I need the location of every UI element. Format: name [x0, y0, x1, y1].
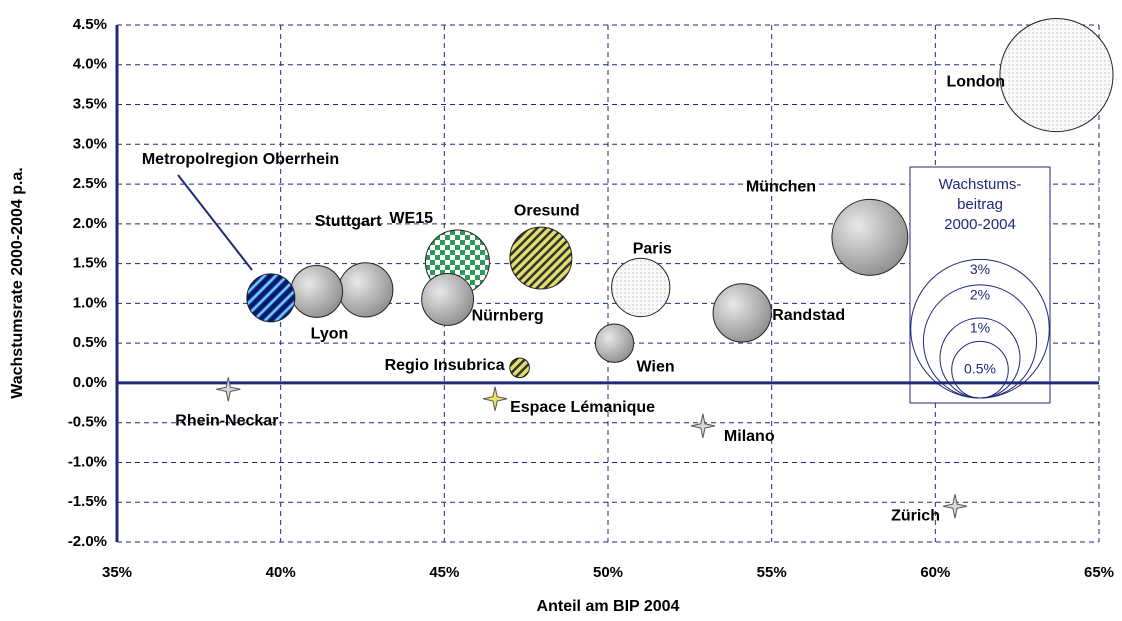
point-label: München	[746, 179, 816, 196]
point-label: Wien	[637, 358, 675, 375]
bubble	[611, 257, 671, 318]
y-tick-label: 1.0%	[73, 294, 107, 311]
bubble	[831, 198, 909, 276]
y-tick-label: 0.0%	[73, 374, 107, 391]
y-tick-label: 2.5%	[73, 175, 107, 192]
bubble	[509, 226, 573, 290]
point-label: Paris	[633, 241, 672, 258]
bubble	[999, 18, 1114, 133]
point-label: Stuttgart	[315, 213, 382, 230]
point-label: Espace Lémanique	[510, 399, 655, 416]
point-label: London	[946, 73, 1005, 90]
bubble	[509, 357, 530, 379]
x-tick-label: 65%	[1084, 564, 1114, 581]
y-tick-label: -1.5%	[68, 493, 107, 510]
x-tick-label: 60%	[920, 564, 950, 581]
star-marker	[482, 386, 508, 411]
star-marker	[942, 494, 968, 519]
point-label: Zürich	[891, 507, 940, 524]
y-tick-label: 3.0%	[73, 135, 107, 152]
size-legend-label: 2%	[970, 287, 990, 303]
bubble	[338, 262, 394, 318]
y-tick-label: 0.5%	[73, 334, 107, 351]
point-label: Oresund	[514, 202, 580, 219]
size-legend-title: 2000-2004	[944, 216, 1016, 233]
point-label: Regio Insubrica	[385, 357, 505, 374]
size-legend-label: 3%	[970, 261, 990, 277]
point-label: Lyon	[311, 326, 349, 343]
bubble	[421, 272, 475, 326]
y-tick-label: 1.5%	[73, 255, 107, 272]
point-label: WE15	[389, 210, 433, 227]
size-legend-circle	[951, 340, 1009, 399]
x-tick-label: 55%	[757, 564, 787, 581]
y-tick-label: 2.0%	[73, 215, 107, 232]
point-label: Randstad	[772, 307, 845, 324]
y-tick-label: -0.5%	[68, 414, 107, 431]
point-label: Nürnberg	[472, 308, 544, 325]
size-legend-title: Wachstums-	[939, 176, 1022, 193]
size-legend-label: 0.5%	[964, 360, 996, 376]
leader-line	[177, 174, 253, 271]
x-tick-label: 40%	[266, 564, 296, 581]
point-label: Metropolregion Oberrhein	[142, 151, 339, 168]
y-tick-label: 4.0%	[73, 56, 107, 73]
bubble	[246, 273, 296, 323]
star-marker	[690, 413, 716, 439]
x-axis-title: Anteil am BIP 2004	[537, 598, 680, 615]
y-tick-label: -1.0%	[68, 453, 107, 470]
y-tick-label: 4.5%	[73, 16, 107, 33]
x-tick-label: 45%	[429, 564, 459, 581]
x-tick-label: 50%	[593, 564, 623, 581]
y-axis-title: Wachstumsrate 2000-2004 p.a.	[9, 167, 26, 399]
size-legend-title: beitrag	[957, 196, 1003, 213]
point-label: Milano	[724, 428, 775, 445]
x-tick-label: 35%	[102, 564, 132, 581]
size-legend-label: 1%	[970, 320, 990, 336]
bubble	[594, 323, 635, 363]
bubble	[712, 283, 772, 343]
star-marker	[216, 377, 241, 402]
y-tick-label: -2.0%	[68, 533, 107, 550]
bubble	[290, 265, 344, 318]
point-label: Rhein-Neckar	[175, 413, 278, 430]
y-tick-label: 3.5%	[73, 96, 107, 113]
